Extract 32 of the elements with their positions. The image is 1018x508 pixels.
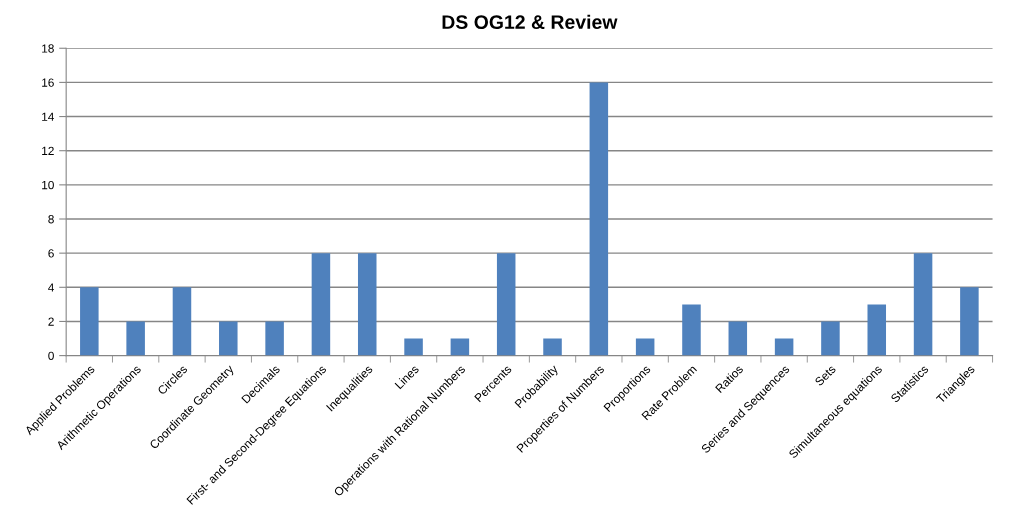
bar — [80, 287, 99, 356]
y-tick-label: 14 — [42, 112, 55, 121]
y-tick-label: 4 — [48, 283, 55, 292]
bar — [357, 253, 377, 356]
bar — [774, 338, 794, 356]
bar — [126, 321, 145, 356]
bar — [265, 321, 284, 356]
y-tick-label: 8 — [48, 215, 54, 224]
bar — [404, 338, 423, 356]
bar — [821, 321, 840, 356]
y-tick-label: 2 — [48, 317, 54, 326]
y-tick-label: 18 — [42, 44, 54, 53]
bar — [682, 304, 701, 356]
bar — [496, 253, 516, 356]
bar — [635, 338, 655, 356]
y-tick-label: 6 — [48, 249, 54, 258]
bar — [913, 253, 933, 356]
bar — [450, 338, 470, 356]
bar — [219, 321, 238, 356]
y-tick-label: 16 — [42, 78, 54, 87]
x-tick-label: Sets — [814, 364, 837, 387]
bar — [867, 304, 887, 356]
bar — [589, 82, 609, 356]
chart-title: DS OG12 & Review — [442, 14, 618, 30]
bar — [728, 321, 748, 356]
y-tick-label: 12 — [42, 146, 54, 155]
bar — [311, 253, 331, 356]
bar — [172, 287, 192, 356]
bar — [543, 338, 562, 356]
y-tick-label: 0 — [48, 351, 54, 360]
y-tick-label: 10 — [42, 180, 54, 190]
bar — [960, 287, 979, 356]
